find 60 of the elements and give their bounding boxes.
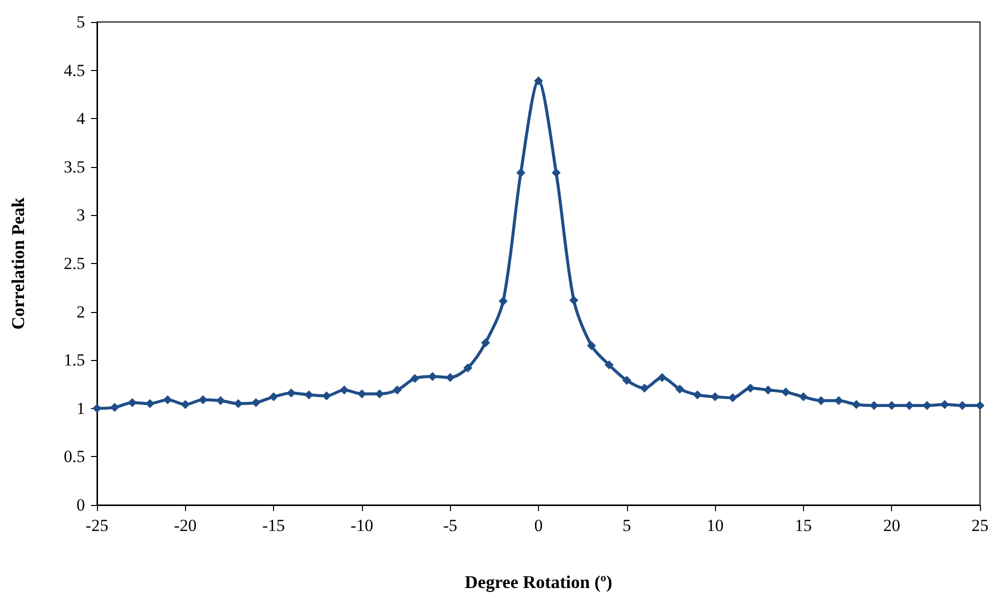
x-tick-label: 25 bbox=[972, 516, 988, 535]
point bbox=[304, 390, 314, 400]
y-tick-label: 3.5 bbox=[64, 157, 85, 176]
point bbox=[286, 388, 296, 398]
point bbox=[481, 338, 490, 348]
point bbox=[92, 404, 102, 413]
x-tick-label: 5 bbox=[622, 516, 632, 535]
y-tick-label: 4 bbox=[76, 109, 86, 128]
point bbox=[586, 341, 596, 350]
point bbox=[498, 296, 508, 306]
x-tick-label: 15 bbox=[794, 516, 812, 535]
point bbox=[180, 400, 190, 410]
point bbox=[569, 296, 578, 305]
point bbox=[640, 384, 649, 393]
x-tick-label: -5 bbox=[443, 516, 458, 535]
y-tick-label: 2.5 bbox=[64, 254, 85, 273]
x-tick-label: 0 bbox=[534, 516, 543, 535]
point bbox=[675, 384, 684, 394]
point bbox=[746, 384, 755, 393]
point bbox=[446, 372, 455, 382]
x-axis-title: Degree Rotation (º) bbox=[464, 572, 612, 592]
point bbox=[322, 391, 332, 400]
x-tick-label: -25 bbox=[86, 516, 108, 535]
y-tick-label: 5 bbox=[76, 12, 85, 32]
point bbox=[710, 392, 720, 402]
y-tick-label: 0 bbox=[76, 496, 85, 514]
point bbox=[410, 374, 420, 383]
y-tick-label: 3 bbox=[76, 206, 85, 225]
y-tick-label: 0.5 bbox=[64, 447, 85, 466]
y-tick-label: 4.5 bbox=[64, 60, 85, 80]
point bbox=[552, 168, 561, 178]
y-tick-label: 2 bbox=[76, 302, 85, 322]
point bbox=[658, 372, 667, 382]
point bbox=[692, 390, 702, 400]
point bbox=[392, 386, 402, 395]
point bbox=[340, 386, 349, 395]
point bbox=[198, 395, 208, 404]
point bbox=[516, 168, 526, 178]
x-tick-label: -10 bbox=[350, 516, 374, 535]
point bbox=[852, 400, 861, 410]
point bbox=[781, 387, 790, 396]
y-tick-label: 1.5 bbox=[64, 350, 85, 370]
point bbox=[163, 395, 172, 404]
point bbox=[251, 398, 260, 408]
x-tick-label: 10 bbox=[706, 516, 724, 535]
point bbox=[604, 360, 614, 370]
point bbox=[534, 76, 543, 86]
point bbox=[798, 392, 808, 402]
point bbox=[269, 392, 278, 402]
x-tick-label: -20 bbox=[174, 516, 197, 535]
point bbox=[357, 389, 366, 398]
point bbox=[110, 402, 120, 412]
point bbox=[463, 363, 472, 372]
x-tick-label: 20 bbox=[883, 516, 900, 535]
point bbox=[622, 376, 632, 385]
point bbox=[128, 398, 137, 408]
y-tick-label: 1 bbox=[76, 398, 85, 418]
point bbox=[216, 396, 226, 406]
x-tick-label: -15 bbox=[262, 516, 285, 535]
y-axis-title: Correlation Peak bbox=[8, 197, 28, 330]
